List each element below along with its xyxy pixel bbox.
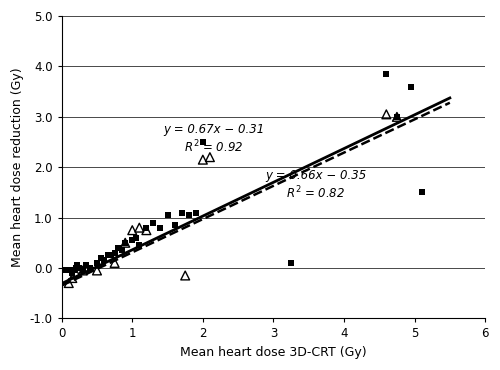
Point — [121, 240, 129, 246]
Point — [132, 235, 140, 241]
Point — [110, 250, 118, 256]
Y-axis label: Mean heart dose reduction (Gy): Mean heart dose reduction (Gy) — [11, 67, 24, 267]
Point — [407, 84, 415, 90]
Point — [86, 265, 94, 271]
Point — [79, 268, 87, 273]
Point — [65, 268, 73, 273]
Point — [110, 260, 118, 266]
Point — [287, 260, 295, 266]
Point — [418, 189, 426, 195]
Point — [164, 212, 172, 218]
Text: y = 0.66x − 0.35
$R^2$ = 0.82: y = 0.66x − 0.35 $R^2$ = 0.82 — [265, 169, 366, 201]
Point — [114, 245, 122, 251]
Point — [382, 111, 390, 117]
Point — [199, 157, 207, 162]
Point — [70, 268, 78, 273]
Point — [206, 154, 214, 160]
Point — [181, 273, 189, 279]
Text: y = 0.67x − 0.31
$R^2$ = 0.92: y = 0.67x − 0.31 $R^2$ = 0.92 — [163, 123, 264, 156]
Point — [150, 220, 158, 226]
Point — [382, 71, 390, 77]
Point — [79, 268, 87, 273]
X-axis label: Mean heart dose 3D-CRT (Gy): Mean heart dose 3D-CRT (Gy) — [180, 346, 366, 359]
Point — [393, 114, 401, 120]
Point — [66, 268, 74, 273]
Point — [72, 265, 80, 271]
Point — [82, 262, 90, 268]
Point — [100, 258, 108, 263]
Point — [199, 139, 207, 145]
Point — [68, 275, 76, 281]
Point — [72, 270, 80, 276]
Point — [184, 212, 192, 218]
Point — [93, 260, 101, 266]
Point — [136, 242, 143, 248]
Point — [128, 227, 136, 233]
Point — [93, 268, 101, 273]
Point — [192, 209, 200, 215]
Point — [65, 280, 73, 286]
Point — [142, 225, 150, 231]
Point — [76, 265, 84, 271]
Point — [73, 262, 81, 268]
Point — [136, 225, 143, 231]
Point — [104, 252, 112, 258]
Point — [178, 209, 186, 215]
Point — [96, 255, 104, 261]
Point — [393, 114, 401, 120]
Point — [128, 237, 136, 243]
Point — [61, 268, 69, 273]
Point — [121, 240, 129, 246]
Point — [170, 222, 178, 228]
Point — [156, 225, 164, 231]
Point — [68, 270, 76, 276]
Point — [118, 248, 126, 253]
Point — [142, 227, 150, 233]
Point — [107, 252, 115, 258]
